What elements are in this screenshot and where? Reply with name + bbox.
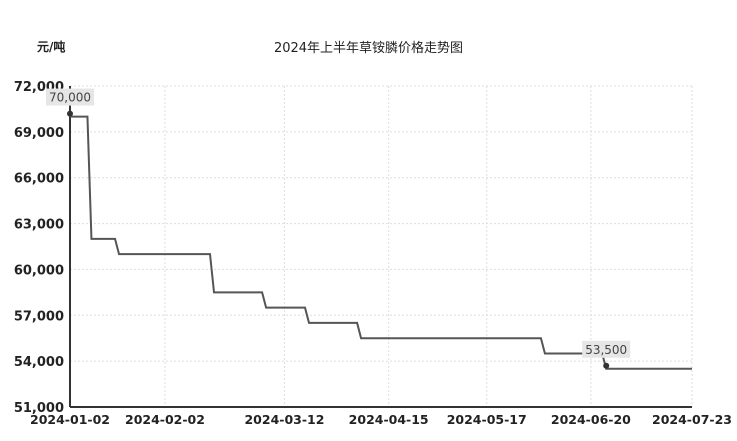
x-tick-label: 2024-03-12 — [244, 412, 324, 427]
y-axis-unit: 元/吨 — [37, 40, 66, 54]
y-tick-label: 54,000 — [14, 355, 64, 370]
x-tick-label: 2024-04-15 — [349, 412, 429, 427]
annotation-label-bg — [46, 88, 94, 106]
annotation-marker — [603, 362, 610, 369]
annotation-label: 53,500 — [585, 343, 627, 357]
y-tick-label: 63,000 — [14, 218, 64, 233]
x-tick-label: 2024-01-02 — [30, 412, 110, 427]
annotation-label-bg — [582, 340, 631, 358]
y-tick-label: 57,000 — [14, 309, 64, 324]
y-tick-label: 60,000 — [14, 263, 64, 278]
price-line — [70, 115, 692, 370]
chart-title: 2024年上半年草铵膦价格走势图 — [273, 41, 464, 56]
y-tick-label: 66,000 — [14, 172, 64, 187]
y-tick-label: 51,000 — [14, 401, 64, 416]
y-tick-label: 69,000 — [14, 126, 64, 141]
x-tick-label: 2024-06-20 — [551, 412, 631, 427]
x-tick-label: 2024-07-23 — [652, 412, 732, 427]
x-tick-label: 2024-05-17 — [447, 412, 527, 427]
x-tick-label: 2024-02-02 — [125, 412, 205, 427]
annotation-marker — [67, 110, 73, 117]
annotation-label: 70,000 — [49, 91, 91, 105]
